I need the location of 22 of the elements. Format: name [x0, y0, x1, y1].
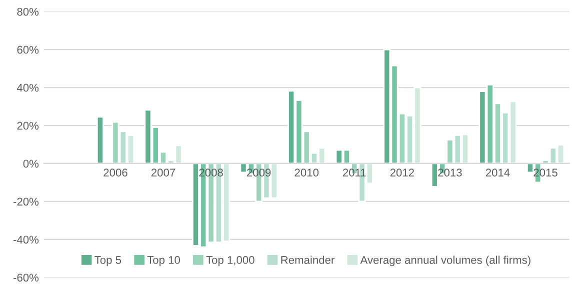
x-tick-label: 2011 [342, 168, 366, 177]
legend-label: Average annual volumes (all firms) [360, 256, 530, 266]
x-tick-label: 2009 [247, 168, 271, 177]
y-tick-label: -60% [13, 274, 39, 282]
y-tick-label: 60% [17, 46, 39, 54]
y-tick-label: 0% [23, 160, 39, 168]
x-tick-label: 2012 [390, 168, 414, 177]
legend-label: Top 10 [147, 256, 180, 266]
x-tick-label: 2014 [486, 168, 510, 177]
legend-label: Remainder [281, 256, 334, 264]
x-tick-label: 2006 [104, 168, 128, 177]
bar [96, 116, 104, 164]
x-tick-label: 2010 [294, 168, 319, 177]
y-tick-label: -40% [13, 236, 39, 244]
legend-label: Top 1,000 [206, 256, 254, 266]
y-tick-label: 80% [17, 8, 39, 16]
x-tick-label: 2007 [151, 168, 176, 177]
y-tick-label: -20% [13, 198, 39, 206]
legend-label: Top 5 [94, 256, 122, 266]
x-tick-label: 2013 [438, 168, 462, 177]
y-tick-label: 40% [16, 84, 39, 92]
y-tick-label: 20% [17, 122, 39, 130]
